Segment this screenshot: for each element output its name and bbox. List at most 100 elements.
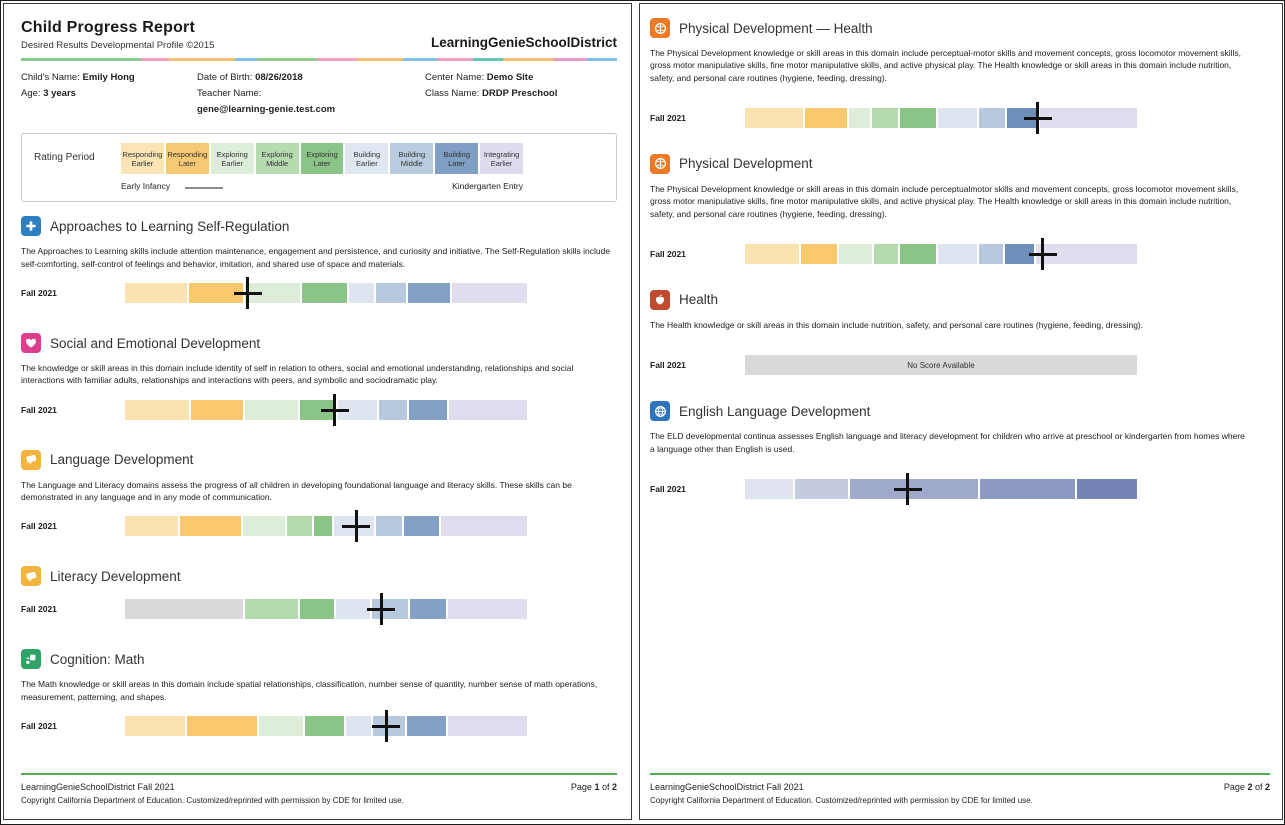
- section-header: Cognition: Math: [21, 649, 617, 670]
- bar-segment: [1007, 107, 1038, 128]
- bar-segment: [801, 243, 838, 264]
- rating-period-scale: Responding Earlier Responding Later Explorin…: [121, 143, 524, 194]
- bar-segment: [125, 599, 244, 620]
- section-header: English Language Development: [650, 401, 1258, 422]
- bar-segment: [447, 715, 527, 736]
- bar-segment: [978, 243, 1004, 264]
- score-row: Fall 2021 No Score Available: [650, 355, 1258, 376]
- score-row: Fall 2021: [650, 101, 1258, 134]
- bar-segment: [180, 516, 241, 537]
- section-title: Health: [679, 292, 719, 308]
- bar-segment: [125, 516, 179, 537]
- section-physical-development: Physical Development The Physical Develo…: [650, 153, 1258, 270]
- report-page-2: Physical Development — Health The Physic…: [639, 3, 1283, 820]
- bar-segment: [937, 243, 977, 264]
- progress-bar: No Score Available: [745, 355, 1137, 376]
- section-title: English Language Development: [679, 403, 871, 419]
- section-header: Literacy Development: [21, 566, 617, 587]
- bar-segment: [745, 478, 793, 499]
- bar-segment: [872, 107, 898, 128]
- bar-segment: [745, 243, 799, 264]
- child-info-line: Teacher Name:: [197, 88, 262, 100]
- section-description: The Physical Development knowledge or sk…: [650, 183, 1239, 219]
- infancy-range-dash: [185, 187, 223, 190]
- approaches-icon: [21, 216, 41, 237]
- section-description: The Physical Development knowledge or sk…: [650, 48, 1242, 83]
- child-info-column: Center Name: Demo Site Class Name: DRDP P…: [425, 70, 617, 118]
- section-health: Health The Health knowledge or skill are…: [650, 289, 1258, 376]
- bar-segment: [900, 243, 936, 264]
- rating-level-cell: Responding Earlier: [121, 143, 164, 175]
- bar-segment: [449, 399, 527, 420]
- page-2-footer: LearningGenieSchoolDistrict Fall 2021 Pa…: [650, 773, 1270, 805]
- rating-level-cell: Exploring Later: [300, 143, 344, 175]
- child-info-line: Age: 3 years: [21, 88, 76, 100]
- bar-segment: [745, 107, 804, 128]
- rating-period-label: Fall 2021: [21, 720, 57, 731]
- multicolor-divider: [21, 58, 617, 61]
- bar-segment: [1039, 107, 1138, 128]
- score-row: Fall 2021: [21, 277, 617, 310]
- section-english-language-development: English Language Development The ELD dev…: [650, 401, 1258, 505]
- score-marker-crossbar: [372, 724, 401, 728]
- rating-period-label: Fall 2021: [650, 483, 686, 494]
- score-marker-crossbar: [342, 525, 371, 529]
- footer-copyright: Copyright California Department of Educa…: [650, 796, 1033, 805]
- footer-rule: [21, 773, 617, 775]
- rating-level-cells: Responding Earlier Responding Later Explorin…: [121, 143, 524, 175]
- speech-bubble-icon: [21, 449, 41, 470]
- page-2-sections: Physical Development — Health The Physic…: [650, 18, 1258, 505]
- rating-level-cell: Exploring Middle: [255, 143, 299, 175]
- bar-segment: [346, 715, 372, 736]
- rating-period-label: Fall 2021: [21, 404, 57, 415]
- score-row: Fall 2021: [650, 237, 1258, 270]
- rating-period-label: Fall 2021: [21, 521, 57, 532]
- report-subtitle: Desired Results Developmental Profile ©2…: [21, 40, 215, 51]
- child-info-line: Class Name: DRDP Preschool: [425, 88, 558, 100]
- child-info-line: Child's Name: Emily Hong: [21, 72, 135, 83]
- rating-period-legend: Rating Period Responding Earlier Respondin…: [21, 133, 617, 203]
- footer-district: LearningGenieSchoolDistrict Fall 2021: [21, 782, 175, 792]
- child-info-line: Center Name: Demo Site: [425, 72, 534, 83]
- section-social-emotional: Social and Emotional Development The kno…: [21, 333, 617, 426]
- page-1-sections: Approaches to Learning Self-Regulation T…: [21, 216, 617, 742]
- bar-segment: [259, 715, 303, 736]
- bar-segment: [287, 516, 312, 537]
- bar-segment: [409, 599, 447, 620]
- speech-bubble-icon: [21, 566, 41, 587]
- section-title: Social and Emotional Development: [50, 335, 261, 351]
- page-indicator: Page 2 of 2: [1223, 782, 1270, 792]
- child-info: Child's Name: Emily Hong Age: 3 years Date…: [21, 70, 617, 118]
- kindergarten-entry-caption: Kindergarten Entry: [452, 181, 523, 192]
- bar-segment: [313, 516, 333, 537]
- bar-segment: [375, 516, 403, 537]
- progress-bar: [125, 510, 527, 543]
- bar-segment: [244, 399, 298, 420]
- footer-copyright: Copyright California Department of Educa…: [21, 796, 404, 805]
- rating-period-label: Fall 2021: [650, 112, 686, 123]
- child-info-column: Date of Birth: 08/26/2018 Teacher Name: g…: [197, 70, 425, 118]
- score-row: Fall 2021: [21, 593, 617, 626]
- apple-icon: [650, 289, 670, 310]
- rating-period-title: Rating Period: [34, 152, 95, 164]
- bar-segment: [190, 399, 243, 420]
- bar-segment: [980, 478, 1075, 499]
- bar-segment: [304, 715, 345, 736]
- bar-segment: [186, 715, 257, 736]
- ball-icon: [650, 18, 670, 38]
- early-infancy-caption: Early Infancy: [121, 181, 171, 192]
- rating-level-cell: Building Later: [435, 143, 479, 175]
- bar-segment: [378, 399, 408, 420]
- section-cognition-math: Cognition: Math The Math knowledge or sk…: [21, 649, 617, 742]
- bar-segment: [440, 516, 527, 537]
- section-header: Physical Development — Health: [650, 18, 1258, 38]
- page-indicator: Page 1 of 2: [570, 782, 617, 792]
- globe-icon: [650, 401, 670, 422]
- bar-segment: [404, 516, 439, 537]
- progress-bar: [745, 472, 1137, 505]
- rating-period-label: Fall 2021: [21, 604, 57, 615]
- bar-segment: [873, 243, 899, 264]
- page-1-footer: LearningGenieSchoolDistrict Fall 2021 Pa…: [21, 773, 617, 805]
- bar-segment: [408, 283, 451, 304]
- report-page-1: Child Progress Report Desired Results De…: [3, 3, 632, 820]
